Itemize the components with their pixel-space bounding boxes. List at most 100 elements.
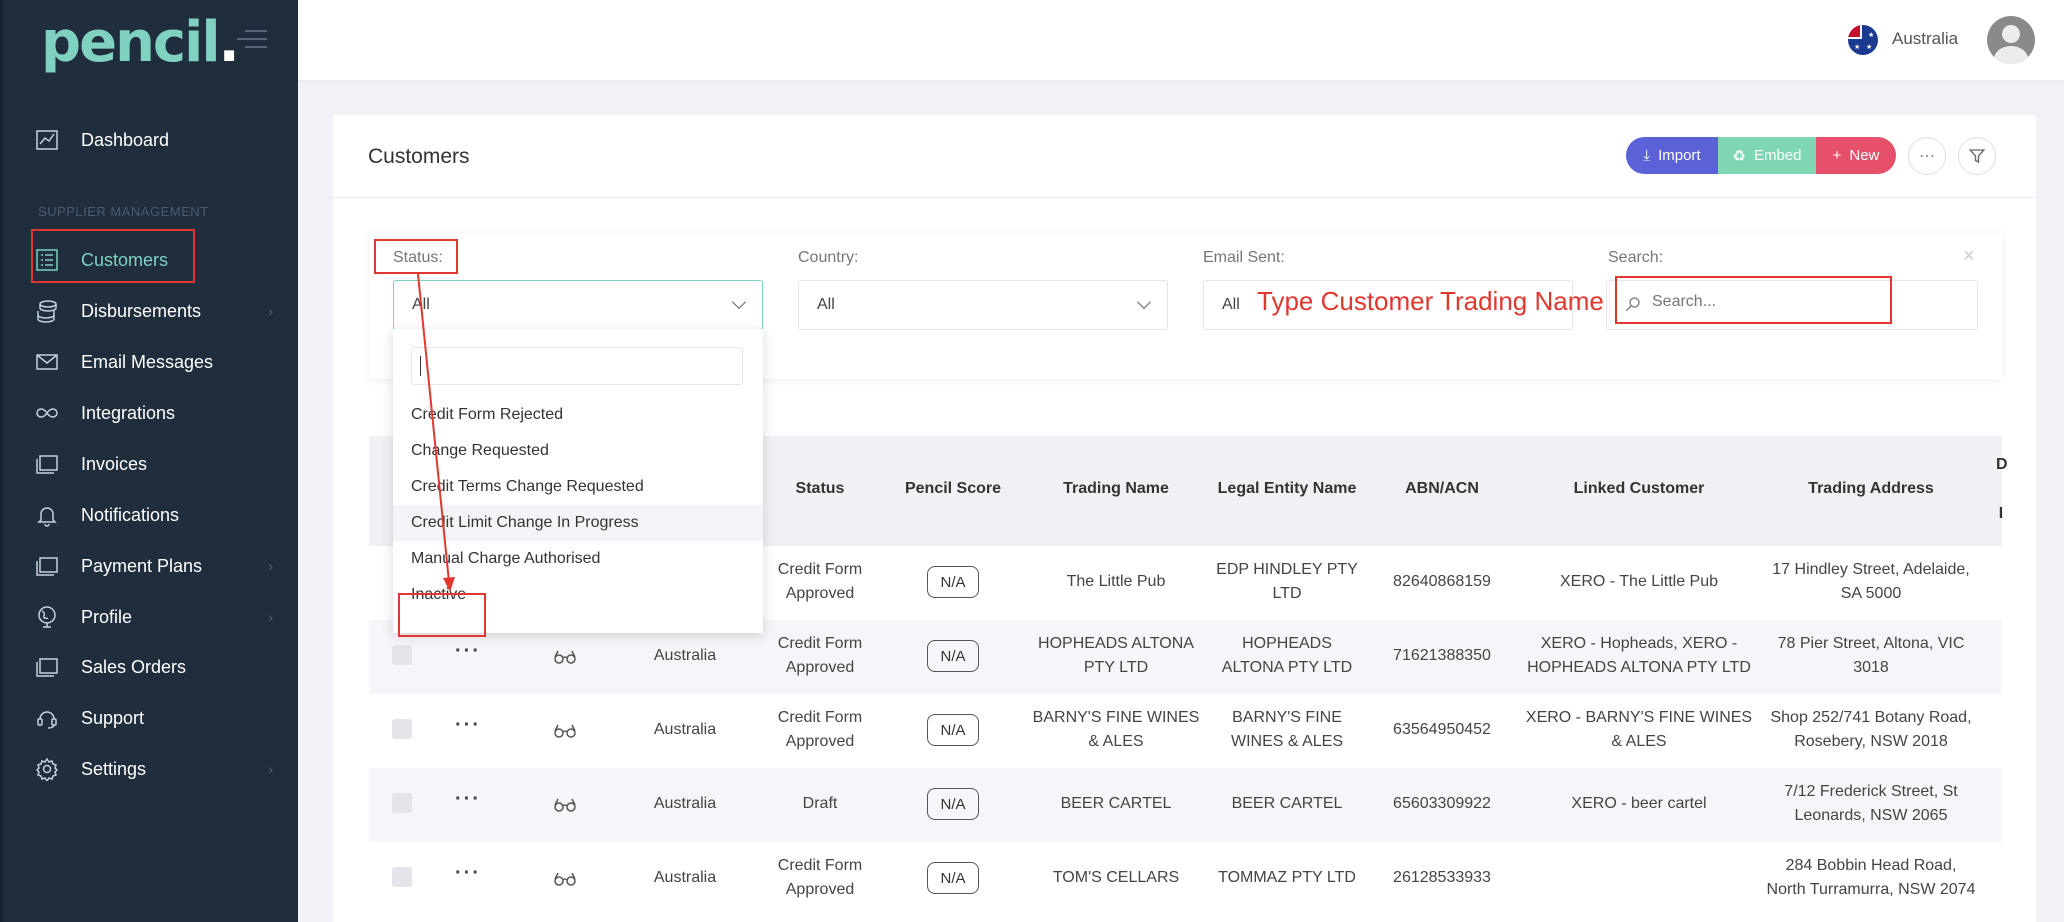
status-select[interactable]: All [393, 280, 763, 330]
filter-button[interactable] [1958, 137, 1996, 175]
infinity-icon [33, 399, 61, 427]
row-status: Draft [802, 795, 838, 812]
pencil-score-badge: N/A [927, 714, 979, 746]
column-header-legal-entity-name[interactable]: Legal Entity Name [1217, 480, 1357, 497]
view-icon[interactable] [553, 871, 577, 887]
close-filters-icon[interactable]: × [1963, 245, 1975, 267]
view-icon[interactable] [553, 797, 577, 813]
table-row[interactable] [369, 768, 2002, 842]
row-trading-name: The Little Pub [1066, 573, 1166, 590]
annotation-highlight-inactive [398, 593, 486, 637]
sidebar-item-profile[interactable]: Profile › [33, 592, 273, 642]
row-abn: 82640868159 [1393, 573, 1491, 590]
row-linked-customer: XERO - BARNY'S FINE WINES & ALES [1525, 709, 1753, 750]
dropdown-option[interactable]: Change Requested [411, 442, 549, 459]
row-checkbox[interactable] [392, 719, 412, 739]
row-legal-entity-name: BEER CARTEL [1231, 795, 1343, 812]
pencil-score-badge: N/A [927, 640, 979, 672]
row-linked-customer: XERO - beer cartel [1571, 795, 1707, 812]
chevron-right-icon: › [268, 761, 273, 777]
chevron-right-icon: › [268, 558, 273, 574]
column-header-status[interactable]: Status [795, 480, 845, 497]
pencil-logo[interactable]: pencil. [41, 10, 240, 75]
row-actions-icon[interactable]: ··· [455, 788, 481, 810]
column-header-pencil-score[interactable]: Pencil Score [904, 480, 1002, 497]
country-selector[interactable]: Australia [1892, 29, 1959, 48]
row-status: Credit Form Approved [777, 709, 863, 750]
section-label: SUPPLIER MANAGEMENT [38, 204, 209, 219]
sidebar-item-label: Disbursements [81, 300, 202, 321]
search-filter-label: Search: [1608, 249, 1664, 266]
sidebar-item-settings[interactable]: Settings › [33, 744, 273, 794]
row-linked-customer: XERO - The Little Pub [1560, 573, 1718, 590]
row-abn: 63564950452 [1393, 721, 1491, 738]
embed-button[interactable]: ♻ Embed [1718, 137, 1816, 174]
annotation-label: Type Customer Trading Name [1257, 286, 1604, 316]
row-trading-address: 7/12 Frederick Street, St Leonards, NSW 2… [1784, 783, 1958, 824]
country-select[interactable]: All [798, 280, 1168, 330]
search-input[interactable] [1652, 293, 1882, 311]
row-trading-name: HOPHEADS ALTONA PTY LTD [1038, 635, 1194, 676]
view-icon[interactable] [553, 723, 577, 739]
column-header-abn-acn[interactable]: ABN/ACN [1405, 480, 1479, 497]
row-country: Australia [653, 869, 717, 886]
row-linked-customer: XERO - Hopheads, XERO - HOPHEADS ALTONA P… [1527, 635, 1751, 676]
row-actions-icon[interactable]: ··· [455, 640, 481, 662]
row-checkbox[interactable] [392, 793, 412, 813]
more-options-button[interactable]: ⋯ [1908, 137, 1946, 175]
pencil-score-badge: N/A [927, 566, 979, 598]
row-country: Australia [653, 721, 717, 738]
column-header-truncated[interactable]: D [1996, 456, 2008, 473]
row-trading-name: BEER CARTEL [1060, 795, 1172, 812]
row-actions-icon[interactable]: ··· [455, 862, 481, 884]
sidebar-item-dashboard[interactable]: Dashboard [33, 115, 273, 165]
email-sent-select[interactable]: All [1203, 280, 1573, 330]
sidebar-item-invoices[interactable]: Invoices [33, 439, 273, 489]
dropdown-search-input[interactable] [411, 347, 743, 385]
view-icon[interactable] [553, 649, 577, 665]
user-avatar-icon[interactable] [1987, 16, 2035, 64]
row-checkbox[interactable] [392, 867, 412, 887]
sidebar-item-label: Integrations [81, 402, 176, 423]
dropdown-option[interactable]: Credit Terms Change Requested [411, 478, 644, 495]
sidebar-item-sales-orders[interactable]: Sales Orders [33, 642, 273, 692]
plus-icon: + [1832, 147, 1842, 164]
column-header-trading-address[interactable]: Trading Address [1808, 480, 1934, 497]
pencil-score-badge: N/A [927, 862, 979, 894]
import-button[interactable]: ⤓ Import [1626, 137, 1718, 174]
coins-icon [33, 297, 61, 325]
documents-icon [33, 450, 61, 478]
chevron-down-icon [731, 294, 747, 310]
hamburger-menu-icon[interactable] [237, 30, 267, 54]
sidebar-item-support[interactable]: Support [33, 693, 273, 743]
dropdown-option[interactable]: Credit Form Rejected [393, 397, 763, 433]
row-trading-address: 17 Hindley Street, Adelaide, SA 5000 [1772, 561, 1970, 602]
row-abn: 26128533933 [1393, 869, 1491, 886]
sidebar-item-payment-plans[interactable]: Payment Plans › [33, 541, 273, 591]
sidebar-item-email-messages[interactable]: Email Messages [33, 337, 273, 387]
dropdown-option[interactable]: Credit Limit Change In Progress [393, 505, 763, 541]
sidebar-item-customers[interactable]: Customers [33, 235, 273, 285]
australia-flag-icon[interactable]: ★ ★ ★ [1848, 25, 1878, 55]
row-trading-address: 78 Pier Street, Altona, VIC 3018 [1777, 635, 1965, 676]
column-header-linked-customer[interactable]: Linked Customer [1573, 480, 1705, 497]
sidebar-item-label: Settings [81, 758, 147, 779]
row-country: Australia [653, 647, 717, 664]
row-legal-entity-name: TOMMAZ PTY LTD [1218, 869, 1356, 886]
sidebar-item-integrations[interactable]: Integrations [33, 388, 273, 438]
sidebar-item-notifications[interactable]: Notifications [33, 490, 273, 540]
column-header-truncated[interactable]: I [1998, 505, 2004, 522]
row-trading-address: Shop 252/741 Botany Road, Rosebery, NSW 2… [1770, 709, 1972, 750]
gear-icon [33, 755, 61, 783]
row-checkbox[interactable] [392, 645, 412, 665]
row-status: Credit Form Approved [777, 561, 863, 602]
chevron-right-icon: › [268, 303, 273, 319]
dropdown-option[interactable]: Manual Charge Authorised [411, 550, 601, 567]
new-button[interactable]: + New [1816, 137, 1896, 174]
globe-icon [33, 603, 61, 631]
row-actions-icon[interactable]: ··· [455, 714, 481, 736]
column-header-trading-name[interactable]: Trading Name [1063, 480, 1169, 497]
filter-icon [1968, 149, 1986, 164]
envelope-icon [33, 348, 61, 376]
sidebar-item-disbursements[interactable]: Disbursements › [33, 286, 273, 336]
